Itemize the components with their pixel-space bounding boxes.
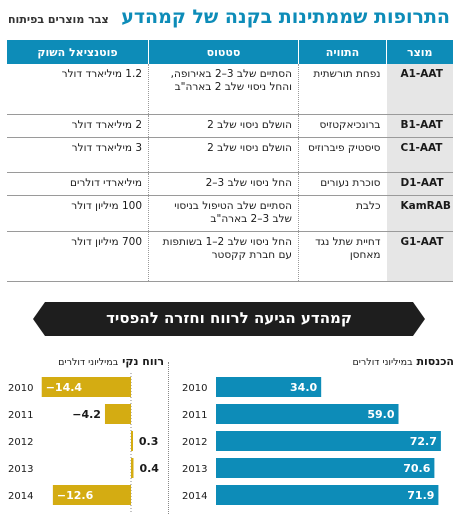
revenue-chart-svg: 2010 34.0 2011 59.0 2012 72.7 2013 70.6 2014 71.9 — [182, 377, 441, 505]
product-cell: G1-AAT — [386, 231, 453, 282]
revenue-chart-title: הכנסות במיליוני דולרים — [353, 355, 455, 368]
profit-chart-unit: במיליוני דולרים — [58, 357, 119, 368]
revenue-bar — [216, 404, 399, 424]
year-label: 2010 — [8, 383, 33, 394]
status-cell: הסתיים שלב 3–2 באירופה, והחל ניסוי שלב 2… — [148, 64, 299, 115]
table-row: B1-AAT ברונכיאקטזיס הושלם ניסוי שלב 2 2 … — [6, 114, 453, 138]
year-label: 2010 — [182, 383, 207, 394]
profit-value-label: 0.4 — [139, 462, 159, 475]
section-banner: קמהדע הגיעה לרווח וחזרה להפסיד — [33, 302, 425, 336]
table-row: KamRAB כלבת הסתיים שלב הטיפול בניסוי שלב… — [6, 195, 453, 232]
revenue-bar — [216, 431, 441, 451]
profit-chart-svg: 2010 −14.4 2011 −4.2 2012 0.3 2013 0.4 2014 −12.6 — [8, 373, 159, 512]
profit-value-label: 0.3 — [139, 435, 159, 448]
pipeline-table: מוצר התוויה סטטוס פוטנציאל השוק A1-AAT נ… — [6, 40, 453, 282]
status-cell: הושלם ניסוי שלב 2 — [148, 137, 299, 173]
banner-text: קמהדע הגיעה לרווח וחזרה להפסיד — [106, 309, 352, 327]
indication-cell: כלבת — [298, 195, 387, 232]
year-label: 2012 — [182, 437, 207, 448]
product-cell: B1-AAT — [386, 114, 453, 138]
profit-bar — [41, 377, 131, 397]
profit-bar — [131, 458, 134, 478]
indication-cell: נפחת תורשתית — [298, 64, 387, 115]
indication-cell: ברונכיאקטזיס — [298, 114, 387, 138]
product-cell: KamRAB — [386, 195, 453, 232]
page-title: התרופות שממתינות בקנה של קמהדע — [121, 6, 450, 28]
column-header-status: סטטוס — [148, 40, 299, 64]
year-label: 2013 — [182, 464, 207, 475]
profit-chart-title-label: רווח נקי — [122, 355, 164, 368]
table-row: A1-AAT נפחת תורשתית הסתיים שלב 3–2 באירו… — [6, 64, 453, 115]
product-cell: A1-AAT — [386, 64, 453, 115]
indication-cell: סיסטיק פיברוזיס — [298, 137, 387, 173]
year-label: 2011 — [8, 410, 33, 421]
revenue-bar — [216, 377, 322, 397]
profit-chart: רווח נקי במיליוני דולרים 2010 −14.4 2011 −4… — [4, 355, 164, 515]
product-cell: D1-AAT — [386, 172, 453, 196]
market-cell: מיליארדי דולרים — [6, 172, 149, 196]
revenue-value-label: 59.0 — [367, 408, 394, 421]
year-label: 2013 — [8, 464, 33, 475]
revenue-value-label: 70.6 — [403, 462, 430, 475]
column-header-market: פוטנציאל השוק — [6, 40, 149, 64]
column-header-product: מוצר — [386, 40, 453, 64]
profit-value-label: −12.6 — [57, 489, 94, 502]
market-cell: 700 מיליון דולר — [6, 231, 149, 282]
header: התרופות שממתינות בקנה של קמהדע צבר מוצרי… — [0, 0, 458, 44]
revenue-chart-unit: במיליוני דולרים — [352, 357, 413, 368]
profit-bar — [104, 404, 131, 424]
market-cell: 1.2 מיליארד דולר — [6, 64, 149, 115]
market-cell: 100 מיליון דולר — [6, 195, 149, 232]
year-label: 2011 — [182, 410, 207, 421]
table-header-row: מוצר התוויה סטטוס פוטנציאל השוק — [6, 40, 453, 64]
revenue-bar — [216, 458, 435, 478]
table-row: D1-AAT סוכרת נעורים החל ניסוי שלב 3–2 מי… — [6, 172, 453, 196]
revenue-chart-title-label: הכנסות — [416, 355, 454, 368]
revenue-value-label: 72.7 — [410, 435, 437, 448]
table-row: G1-AAT דחיית שתל נגד מאחסן החל ניסוי שלב… — [6, 231, 453, 282]
product-cell: C1-AAT — [386, 137, 453, 173]
year-label: 2014 — [182, 491, 207, 502]
profit-chart-title: רווח נקי במיליוני דולרים — [58, 355, 164, 368]
profit-bar — [131, 431, 133, 451]
status-cell: החל ניסוי שלב 2–1 בשותפות עם חברת קקסטר — [148, 231, 299, 282]
status-cell: החל ניסוי שלב 3–2 — [148, 172, 299, 196]
revenue-value-label: 34.0 — [290, 381, 317, 394]
column-header-indication: התוויה — [298, 40, 387, 64]
indication-cell: דחיית שתל נגד מאחסן — [298, 231, 387, 282]
year-label: 2012 — [8, 437, 33, 448]
revenue-chart: הכנסות במיליוני דולרים 2010 34.0 2011 59.0 2… — [176, 355, 454, 515]
page-subtitle: צבר מוצרים בפיתוח — [8, 13, 109, 26]
table-row: C1-AAT סיסטיק פיברוזיס הושלם ניסוי שלב 2… — [6, 137, 453, 173]
market-cell: 2 מיליארד דולר — [6, 114, 149, 138]
market-cell: 3 מיליארד דולר — [6, 137, 149, 173]
profit-value-label: −4.2 — [72, 408, 101, 421]
profit-value-label: −14.4 — [46, 381, 83, 394]
revenue-value-label: 71.9 — [407, 489, 434, 502]
revenue-bar — [216, 485, 439, 505]
indication-cell: סוכרת נעורים — [298, 172, 387, 196]
year-label: 2014 — [8, 491, 33, 502]
profit-bar — [52, 485, 131, 505]
status-cell: הסתיים שלב הטיפול בניסוי שלב 3–2 בארה"ב — [148, 195, 299, 232]
status-cell: הושלם ניסוי שלב 2 — [148, 114, 299, 138]
chart-divider — [168, 362, 169, 514]
